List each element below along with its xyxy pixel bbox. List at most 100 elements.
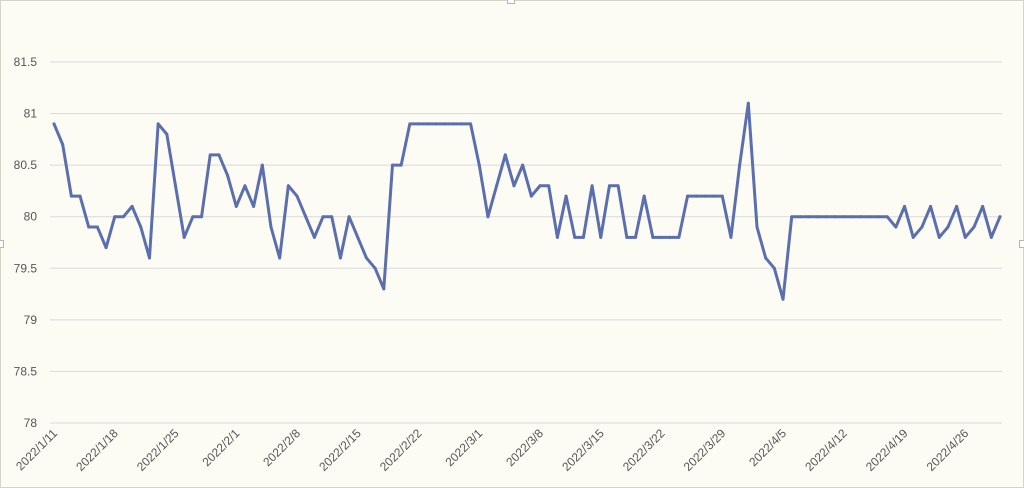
- data-point-49: [477, 163, 481, 167]
- data-point-31: [321, 215, 325, 219]
- data-point-104: [955, 204, 959, 208]
- data-point-84: [781, 297, 785, 301]
- data-point-79: [738, 163, 742, 167]
- data-point-99: [911, 235, 915, 239]
- data-point-53: [512, 184, 516, 188]
- data-point-43: [425, 122, 429, 126]
- data-point-54: [521, 163, 525, 167]
- data-point-28: [295, 194, 299, 198]
- data-point-78: [729, 235, 733, 239]
- data-point-60: [573, 235, 577, 239]
- data-point-82: [764, 256, 768, 260]
- data-point-1: [61, 143, 65, 147]
- data-point-41: [408, 122, 412, 126]
- data-point-68: [642, 194, 646, 198]
- data-point-89: [824, 215, 828, 219]
- y-tick-label: 78: [24, 416, 38, 430]
- series-line: [52, 101, 1002, 301]
- data-point-75: [703, 194, 707, 198]
- resize-handle-left[interactable]: [0, 240, 4, 248]
- data-point-62: [590, 184, 594, 188]
- data-point-39: [390, 163, 394, 167]
- x-tick-label: 2022/3/1: [442, 426, 485, 469]
- data-point-92: [850, 215, 854, 219]
- data-point-96: [885, 215, 889, 219]
- x-tick-label: 2022/3/22: [620, 426, 668, 474]
- y-tick-label: 80: [24, 210, 38, 224]
- y-tick-label: 80.5: [14, 158, 38, 172]
- data-point-50: [486, 215, 490, 219]
- x-tick-label: 2022/2/1: [199, 426, 242, 469]
- data-point-5: [95, 225, 99, 229]
- data-point-7: [113, 215, 117, 219]
- data-point-90: [833, 215, 837, 219]
- data-point-73: [686, 194, 690, 198]
- data-point-17: [200, 215, 204, 219]
- data-point-94: [868, 215, 872, 219]
- data-point-11: [147, 256, 151, 260]
- y-tick-label: 79: [24, 313, 38, 327]
- data-point-100: [920, 225, 924, 229]
- data-point-63: [599, 235, 603, 239]
- data-point-101: [929, 204, 933, 208]
- data-points: [52, 101, 1002, 301]
- resize-handle-top[interactable]: [507, 0, 515, 4]
- data-point-16: [191, 215, 195, 219]
- data-point-71: [668, 235, 672, 239]
- data-point-98: [903, 204, 907, 208]
- data-point-47: [460, 122, 464, 126]
- data-point-0: [52, 122, 56, 126]
- data-point-51: [495, 184, 499, 188]
- data-point-35: [356, 235, 360, 239]
- data-point-64: [607, 184, 611, 188]
- data-point-9: [130, 204, 134, 208]
- data-point-6: [104, 246, 108, 250]
- x-tick-label: 2022/4/19: [863, 426, 911, 474]
- data-point-24: [260, 163, 264, 167]
- data-point-66: [625, 235, 629, 239]
- data-point-25: [269, 225, 273, 229]
- x-tick-label: 2022/4/26: [924, 426, 972, 474]
- data-point-65: [616, 184, 620, 188]
- data-point-55: [529, 194, 533, 198]
- data-point-67: [633, 235, 637, 239]
- data-point-80: [746, 101, 750, 105]
- data-point-23: [252, 204, 256, 208]
- data-point-14: [174, 184, 177, 188]
- data-point-97: [894, 225, 898, 229]
- data-point-107: [981, 204, 985, 208]
- data-point-48: [469, 122, 473, 126]
- y-axis-ticks: 78 78.5 79 79.5 80 80.5 81 81.5: [14, 55, 38, 430]
- data-point-95: [877, 215, 880, 219]
- y-tick-label: 81.5: [14, 55, 38, 69]
- data-point-29: [304, 215, 308, 219]
- data-point-3: [78, 194, 82, 198]
- data-point-13: [165, 132, 169, 136]
- x-tick-label: 2022/2/8: [260, 426, 303, 469]
- data-point-91: [842, 215, 846, 219]
- data-point-18: [208, 153, 212, 157]
- data-point-34: [347, 215, 351, 219]
- data-point-76: [712, 194, 716, 198]
- x-tick-label: 2022/4/5: [746, 426, 789, 469]
- data-point-22: [243, 184, 247, 188]
- data-point-30: [312, 235, 316, 239]
- x-tick-label: 2022/3/29: [681, 426, 729, 474]
- x-tick-label: 2022/1/18: [73, 426, 121, 474]
- data-point-70: [660, 235, 664, 239]
- data-point-42: [417, 122, 421, 126]
- data-point-38: [382, 287, 386, 291]
- data-point-85: [790, 215, 794, 219]
- data-point-61: [581, 235, 585, 239]
- y-tick-label: 79.5: [14, 261, 38, 275]
- data-point-12: [156, 122, 160, 126]
- x-tick-label: 2022/1/25: [134, 426, 182, 474]
- data-point-108: [989, 235, 993, 239]
- data-point-44: [434, 122, 438, 126]
- data-point-46: [451, 122, 455, 126]
- data-point-52: [503, 153, 507, 157]
- x-tick-label: 2022/3/8: [503, 426, 546, 469]
- resize-handle-right[interactable]: [1019, 240, 1024, 248]
- gridlines: [50, 61, 1002, 424]
